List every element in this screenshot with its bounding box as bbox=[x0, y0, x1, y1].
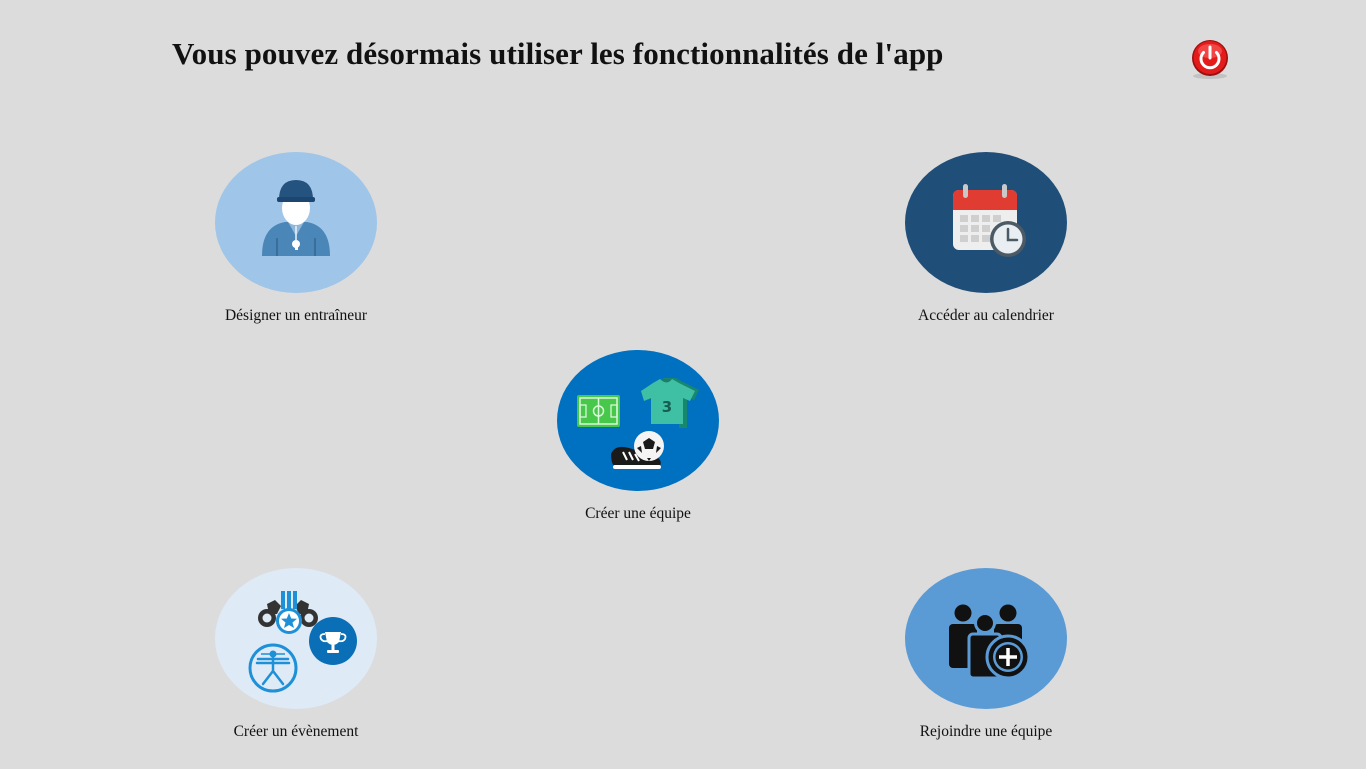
logout-button[interactable] bbox=[1189, 39, 1231, 81]
power-button-icon bbox=[1192, 40, 1228, 79]
calendar-circle[interactable] bbox=[905, 152, 1067, 293]
designate-coach-label: Désigner un entraîneur bbox=[224, 307, 368, 324]
create-team-circle[interactable]: 3 bbox=[557, 350, 719, 491]
join-team-circle[interactable] bbox=[905, 568, 1067, 709]
join-group-icon bbox=[949, 604, 1031, 680]
calendar-clock-icon bbox=[953, 184, 1026, 257]
join-team-button[interactable]: Rejoindre une équipe bbox=[866, 568, 1106, 741]
page-title: Vous pouvez désormais utiliser les fonct… bbox=[172, 36, 944, 71]
create-team-label: Créer une équipe bbox=[585, 505, 691, 522]
create-event-label: Créer un évènement bbox=[233, 723, 359, 740]
designate-coach-button[interactable]: Désigner un entraîneur bbox=[176, 152, 416, 325]
create-event-circle[interactable] bbox=[215, 568, 377, 709]
create-team-button[interactable]: 3 Créer une équipe bbox=[518, 350, 758, 523]
svg-text:3: 3 bbox=[662, 398, 672, 416]
coach-whistle-icon bbox=[262, 180, 330, 256]
coach-circle[interactable] bbox=[215, 152, 377, 293]
event-medals-icon bbox=[248, 591, 357, 693]
create-event-button[interactable]: Créer un évènement bbox=[176, 568, 416, 741]
join-team-label: Rejoindre une équipe bbox=[919, 723, 1053, 740]
team-gear-icon: 3 bbox=[577, 378, 699, 469]
open-calendar-button[interactable]: Accéder au calendrier bbox=[866, 152, 1106, 325]
open-calendar-label: Accéder au calendrier bbox=[918, 307, 1054, 324]
